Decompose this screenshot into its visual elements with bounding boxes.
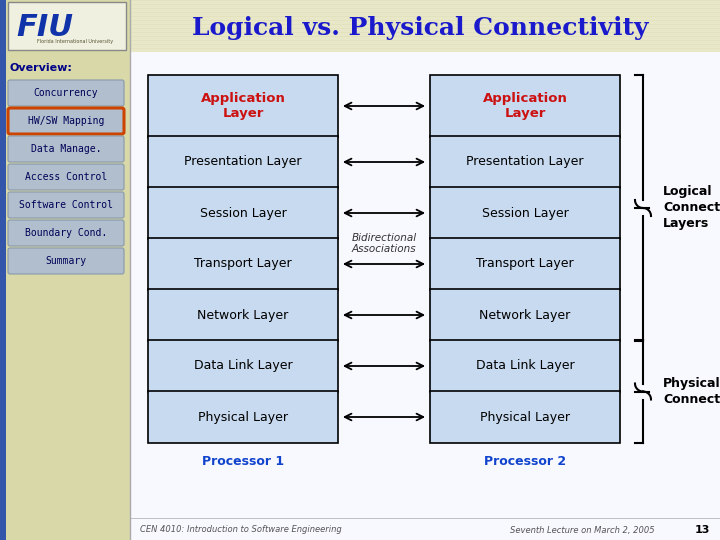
Text: Concurrency: Concurrency bbox=[34, 88, 99, 98]
Text: Application
Layer: Application Layer bbox=[482, 92, 567, 120]
FancyBboxPatch shape bbox=[8, 108, 124, 134]
Text: CEN 4010: Introduction to Software Engineering: CEN 4010: Introduction to Software Engin… bbox=[140, 525, 342, 535]
Text: FIU: FIU bbox=[17, 14, 73, 43]
Bar bbox=[130, 0, 720, 52]
Bar bbox=[148, 289, 338, 341]
Text: Physical Layer: Physical Layer bbox=[480, 410, 570, 423]
Bar bbox=[148, 75, 338, 137]
Text: Bidirectional
Associations: Bidirectional Associations bbox=[351, 233, 417, 254]
Text: Processor 1: Processor 1 bbox=[202, 455, 284, 468]
Text: Application
Layer: Application Layer bbox=[201, 92, 285, 120]
Bar bbox=[130, 52, 720, 540]
Text: Software Control: Software Control bbox=[19, 200, 113, 210]
Bar bbox=[430, 289, 620, 341]
Text: Transport Layer: Transport Layer bbox=[194, 258, 292, 271]
Bar bbox=[430, 187, 620, 239]
Text: Processor 2: Processor 2 bbox=[484, 455, 566, 468]
Bar bbox=[148, 136, 338, 188]
Text: Data Link Layer: Data Link Layer bbox=[194, 360, 292, 373]
Bar bbox=[430, 340, 620, 392]
Bar bbox=[148, 391, 338, 443]
Text: Physical
Connectivity: Physical Connectivity bbox=[663, 377, 720, 406]
Bar bbox=[430, 391, 620, 443]
Text: Access Control: Access Control bbox=[25, 172, 107, 182]
Text: Presentation Layer: Presentation Layer bbox=[467, 156, 584, 168]
Bar bbox=[8, 2, 126, 50]
Text: Seventh Lecture on March 2, 2005: Seventh Lecture on March 2, 2005 bbox=[510, 525, 654, 535]
FancyBboxPatch shape bbox=[8, 192, 124, 218]
Text: 13: 13 bbox=[695, 525, 710, 535]
Bar bbox=[148, 238, 338, 290]
Text: Florida International University: Florida International University bbox=[37, 39, 113, 44]
Text: Data Manage.: Data Manage. bbox=[31, 144, 102, 154]
Text: Network Layer: Network Layer bbox=[197, 308, 289, 321]
FancyBboxPatch shape bbox=[8, 164, 124, 190]
Text: Logical
Connectivity
Layers: Logical Connectivity Layers bbox=[663, 186, 720, 231]
Text: Session Layer: Session Layer bbox=[199, 206, 287, 219]
FancyBboxPatch shape bbox=[8, 248, 124, 274]
Bar bbox=[430, 75, 620, 137]
FancyBboxPatch shape bbox=[8, 136, 124, 162]
Bar bbox=[0, 0, 6, 540]
Bar bbox=[148, 187, 338, 239]
Text: Summary: Summary bbox=[45, 256, 86, 266]
Bar bbox=[148, 340, 338, 392]
FancyBboxPatch shape bbox=[8, 220, 124, 246]
FancyBboxPatch shape bbox=[8, 80, 124, 106]
Text: HW/SW Mapping: HW/SW Mapping bbox=[28, 116, 104, 126]
Text: Overview:: Overview: bbox=[10, 63, 73, 73]
Text: Session Layer: Session Layer bbox=[482, 206, 568, 219]
Text: Presentation Layer: Presentation Layer bbox=[184, 156, 302, 168]
Text: Boundary Cond.: Boundary Cond. bbox=[25, 228, 107, 238]
Bar bbox=[0, 0, 130, 540]
Text: Transport Layer: Transport Layer bbox=[476, 258, 574, 271]
Text: Network Layer: Network Layer bbox=[480, 308, 571, 321]
Bar bbox=[430, 136, 620, 188]
Text: Logical vs. Physical Connectivity: Logical vs. Physical Connectivity bbox=[192, 16, 648, 40]
Bar bbox=[430, 238, 620, 290]
Text: Physical Layer: Physical Layer bbox=[198, 410, 288, 423]
Text: Data Link Layer: Data Link Layer bbox=[476, 360, 575, 373]
